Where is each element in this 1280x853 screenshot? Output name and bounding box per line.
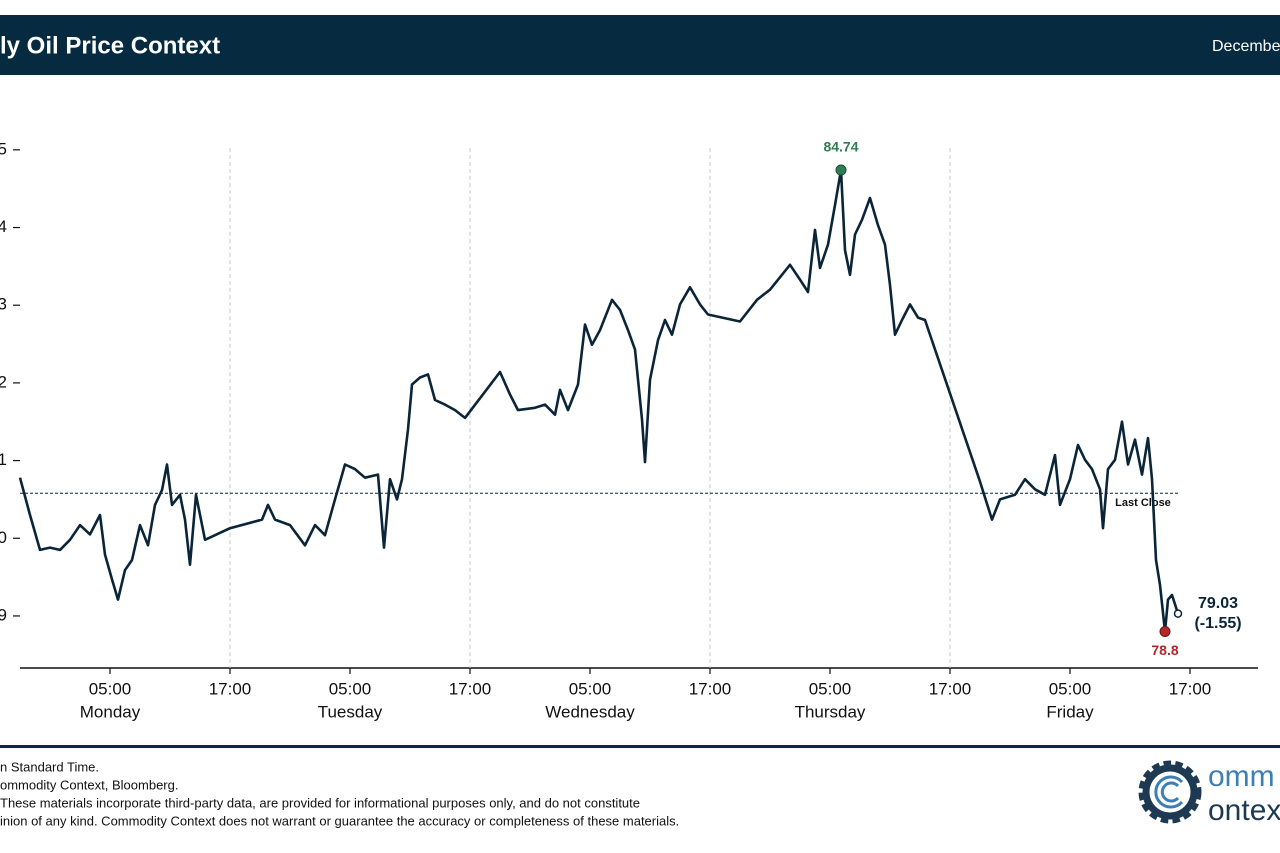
x-tick-label: 17:00 bbox=[689, 679, 732, 698]
y-tick-label: 80 bbox=[0, 528, 7, 547]
day-label: Monday bbox=[80, 702, 141, 721]
y-tick-label: 79 bbox=[0, 605, 7, 624]
day-label: Wednesday bbox=[545, 702, 635, 721]
y-tick-label: 82 bbox=[0, 372, 7, 391]
x-tick-label: 05:00 bbox=[1049, 679, 1092, 698]
high-marker bbox=[835, 164, 847, 176]
footer-note: ommodity Context, Bloomberg. bbox=[0, 777, 178, 792]
y-tick-label: 81 bbox=[0, 450, 7, 469]
x-tick-label: 17:00 bbox=[1169, 679, 1212, 698]
last-close-label: Last Close bbox=[1115, 497, 1171, 509]
x-tick-label: 05:00 bbox=[569, 679, 612, 698]
header-bar bbox=[0, 15, 1280, 75]
day-label: Tuesday bbox=[318, 702, 383, 721]
footer-note: These materials incorporate third-party … bbox=[0, 795, 640, 810]
day-label: Thursday bbox=[795, 702, 866, 721]
chart-title: ly Oil Price Context bbox=[0, 32, 220, 59]
logo-text: ontex bbox=[1208, 794, 1280, 827]
footer-note: n Standard Time. bbox=[0, 759, 99, 774]
low-label: 78.8 bbox=[1151, 642, 1178, 658]
y-tick-label: 84 bbox=[0, 217, 7, 236]
date-label: December bbox=[1212, 38, 1280, 55]
footer-rule bbox=[0, 745, 1280, 748]
y-tick-label: 83 bbox=[0, 295, 7, 314]
high-label: 84.74 bbox=[823, 139, 858, 155]
x-tick-label: 05:00 bbox=[89, 679, 132, 698]
last-marker bbox=[1173, 609, 1183, 618]
x-tick-label: 05:00 bbox=[809, 679, 852, 698]
last-value-label: 79.03 bbox=[1198, 595, 1238, 612]
logo-text: omm bbox=[1208, 760, 1275, 793]
y-tick-label: 85 bbox=[0, 139, 7, 158]
x-tick-label: 17:00 bbox=[449, 679, 492, 698]
x-tick-label: 17:00 bbox=[929, 679, 972, 698]
price-line bbox=[18, 168, 1180, 633]
low-marker bbox=[1159, 625, 1171, 637]
x-tick-label: 17:00 bbox=[209, 679, 252, 698]
logo-gear bbox=[1138, 760, 1202, 824]
footer-note: inion of any kind. Commodity Context doe… bbox=[0, 813, 679, 828]
day-label: Friday bbox=[1046, 702, 1094, 721]
last-change-label: (-1.55) bbox=[1194, 615, 1241, 632]
x-tick-label: 05:00 bbox=[329, 679, 372, 698]
